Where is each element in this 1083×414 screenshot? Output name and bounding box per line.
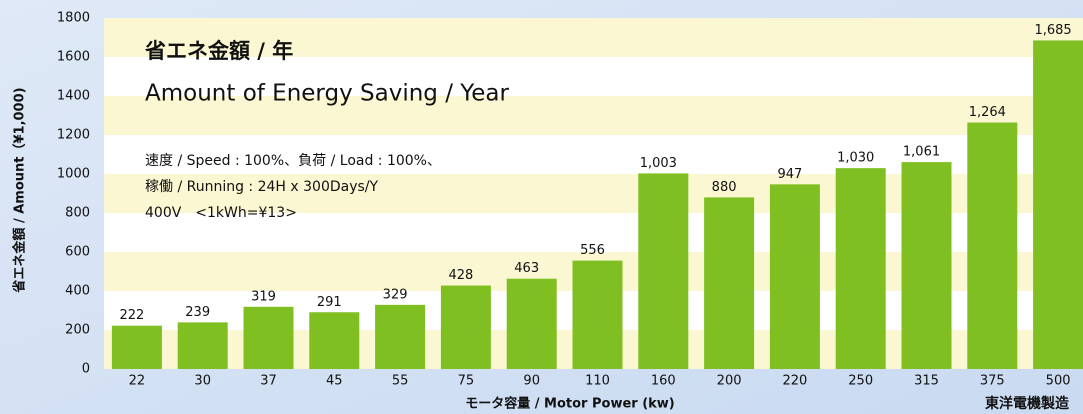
bar — [375, 305, 425, 369]
y-tick-label: 0 — [82, 362, 90, 377]
value-label: 463 — [514, 261, 539, 276]
x-tick-label: 110 — [585, 374, 610, 389]
bar — [309, 312, 359, 369]
x-tick-label: 250 — [848, 374, 873, 389]
value-label: 1,003 — [640, 156, 677, 171]
y-tick-label: 1800 — [57, 11, 90, 26]
bar — [638, 173, 688, 369]
y-tick-label: 1200 — [57, 128, 90, 143]
bar — [507, 279, 557, 369]
bar — [902, 162, 952, 369]
x-tick-label: 220 — [782, 374, 807, 389]
bar — [704, 197, 754, 369]
value-label: 1,685 — [1034, 23, 1071, 38]
chart: 0200400600800100012001400160018002222230… — [0, 0, 1083, 414]
y-tick-label: 800 — [65, 206, 90, 221]
x-tick-label: 55 — [392, 374, 409, 389]
bar — [441, 286, 491, 369]
chart-subtitle: Amount of Energy Saving / Year — [145, 81, 509, 107]
x-tick-label: 45 — [326, 374, 343, 389]
y-axis-title: 省エネ金額 / Amount（¥1,000) — [12, 87, 28, 293]
x-tick-label: 375 — [980, 374, 1005, 389]
x-axis-title: モータ容量 / Motor Power (kw) — [465, 396, 675, 412]
bar — [770, 184, 820, 369]
bar — [178, 322, 228, 369]
value-label: 428 — [448, 268, 473, 283]
x-tick-label: 160 — [651, 374, 676, 389]
y-tick-label: 1400 — [57, 89, 90, 104]
value-label: 291 — [317, 295, 342, 310]
bar — [836, 168, 886, 369]
x-tick-label: 90 — [523, 374, 540, 389]
bar — [244, 307, 294, 369]
bar — [1033, 40, 1083, 369]
chart-title: 省エネ金額 / 年 — [144, 39, 293, 63]
value-label: 880 — [712, 180, 737, 195]
bar — [967, 123, 1017, 369]
x-tick-label: 200 — [717, 374, 742, 389]
source: 東洋電機製造 — [985, 395, 1069, 412]
value-label: 239 — [185, 305, 210, 320]
note: 稼働 / Running : 24H x 300Days/Y — [145, 179, 379, 195]
value-label: 1,030 — [837, 151, 874, 166]
bar — [573, 261, 623, 369]
x-tick-label: 30 — [194, 374, 211, 389]
y-tick-label: 1000 — [57, 167, 90, 182]
y-tick-label: 600 — [65, 245, 90, 260]
value-label: 1,264 — [969, 105, 1006, 120]
plot-area: 0200400600800100012001400160018002222230… — [57, 11, 1083, 389]
value-label: 556 — [580, 243, 605, 258]
x-tick-label: 75 — [458, 374, 475, 389]
y-tick-label: 1600 — [57, 50, 90, 65]
value-label: 947 — [777, 167, 802, 182]
value-label: 222 — [119, 308, 144, 323]
note: 400V <1kWh=¥13> — [145, 205, 297, 221]
x-tick-label: 315 — [914, 374, 939, 389]
y-tick-label: 200 — [65, 323, 90, 338]
x-tick-label: 37 — [260, 374, 277, 389]
value-label: 1,061 — [903, 145, 940, 160]
bar — [112, 326, 162, 369]
note: 速度 / Speed : 100%、負荷 / Load : 100%、 — [145, 153, 441, 169]
value-label: 319 — [251, 289, 276, 304]
value-label: 329 — [383, 287, 408, 302]
y-tick-label: 400 — [65, 284, 90, 299]
x-tick-label: 22 — [129, 374, 146, 389]
x-tick-label: 500 — [1046, 374, 1071, 389]
